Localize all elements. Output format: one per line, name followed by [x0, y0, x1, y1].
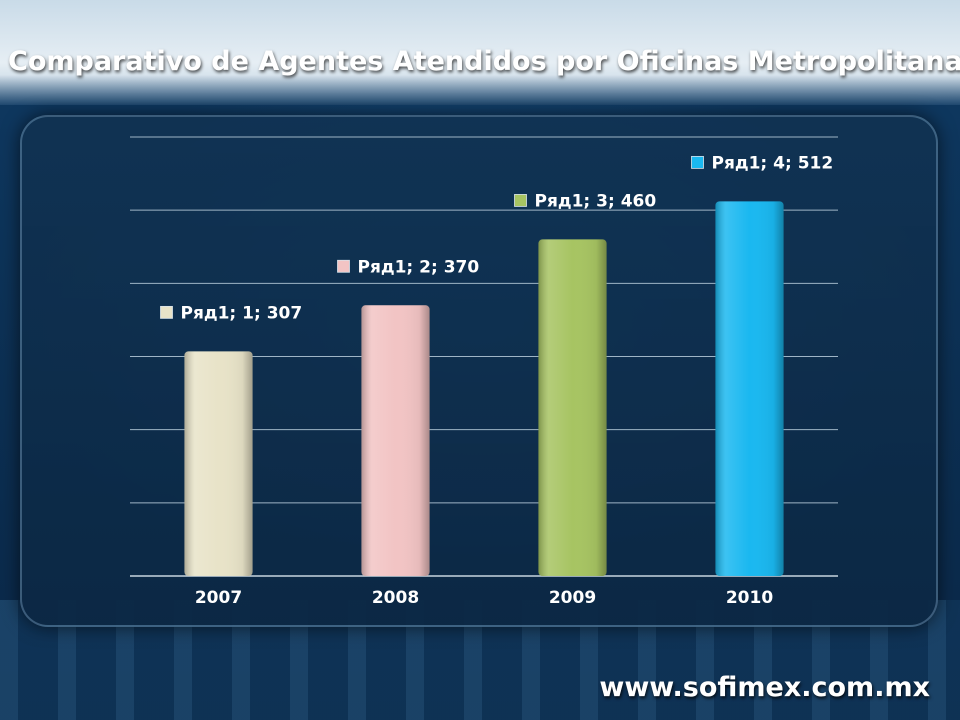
data-label-legend-key	[691, 155, 704, 169]
bar-shading	[361, 305, 430, 576]
data-label-legend-key	[160, 305, 173, 319]
data-label-legend-key	[514, 194, 527, 207]
chart-panel	[20, 115, 938, 627]
x-tick-label: 2009	[549, 588, 596, 608]
data-label: Ряд1; 2; 370	[358, 257, 480, 277]
data-label: Ряд1; 3; 460	[535, 191, 657, 211]
x-tick-label: 2010	[726, 588, 773, 608]
bar-shading	[715, 201, 784, 577]
data-label: Ряд1; 1; 307	[181, 303, 303, 323]
decorative-pattern-top	[0, 0, 960, 105]
data-label-legend-key	[337, 259, 350, 273]
slide-title: Comparativo de Agentes Atendidos por Ofi…	[8, 46, 960, 77]
bar-shading	[184, 351, 253, 576]
x-tick-label: 2008	[372, 588, 419, 608]
website-url[interactable]: www.sofimex.com.mx	[599, 672, 930, 703]
bar-shading	[538, 239, 607, 576]
x-tick-label: 2007	[195, 588, 242, 608]
data-label: Ряд1; 4; 512	[712, 153, 834, 173]
